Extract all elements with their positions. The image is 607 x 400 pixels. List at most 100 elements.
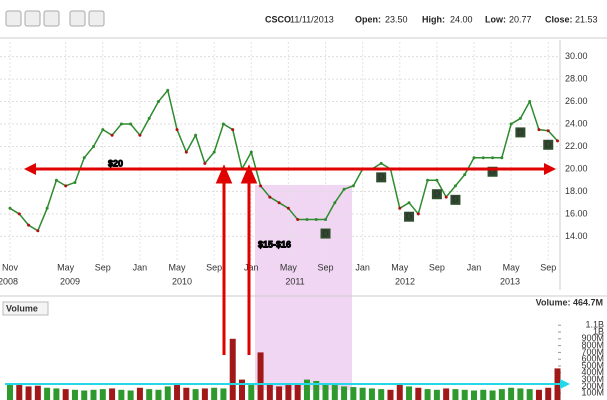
dividend-label: D [452,195,459,205]
volume-bar [331,385,338,400]
high-value: 24.00 [450,14,473,24]
volume-bar [53,388,60,400]
price-point [518,116,522,120]
x-tick-label: May [503,262,521,272]
dividend-marker [515,127,526,138]
x-tick-label: Jan [467,262,482,272]
dividend-marker [431,189,442,200]
x-tick-label: Nov [2,262,19,272]
volume-bar [266,383,273,400]
volume-bar [118,389,125,400]
dividend-marker [376,172,387,183]
draw-button[interactable] [24,10,41,27]
compare-button[interactable] [69,10,86,27]
toolbar-icons [5,10,105,27]
volume-bar [7,383,13,400]
y-tick-label: 30.00 [565,51,588,61]
y-tick-label: 16.00 [565,208,588,218]
x-tick-label: Jan [133,262,148,272]
volume-bar [396,383,403,400]
price-point [36,229,40,233]
x-tick-label: Sep [318,262,334,272]
year-label: 2012 [395,276,415,286]
x-tick-label: Sep [95,262,111,272]
price-point [453,184,457,188]
price-point [54,178,58,182]
volume-bar [294,383,301,400]
dividend-label: D [322,228,329,238]
x-tick-label: Sep [429,262,445,272]
dividend-label: D [545,140,552,150]
close-label: Close: [545,14,573,24]
y-tick-label: 1.1B [585,320,604,330]
volume-bar [183,387,190,400]
x-tick-label: May [391,262,409,272]
price-point [268,195,272,199]
y-tick-label: 800M [581,340,604,350]
volume-bar [257,352,264,400]
volume-bar [155,389,162,400]
volume-bar [517,388,524,400]
dividend-label: D [489,167,496,177]
year-label: 2008 [0,276,18,286]
volume-bar [378,389,385,400]
range-label: $15-$16 [258,239,291,249]
price-point [398,206,402,210]
dividend-marker [543,139,554,150]
highlight-region [255,185,352,390]
volume-bar [248,383,255,400]
price-point [17,212,21,216]
volume-bar [535,389,542,400]
y-tick-label: 400M [581,367,604,377]
volume-bar [387,389,394,400]
y-tick-label: 700M [581,347,604,357]
volume-bar [545,387,552,400]
y-tick-label: 20.00 [565,163,588,173]
price-point [333,201,337,205]
y-tick-label: 18.00 [565,186,588,196]
price-point [491,156,495,160]
volume-bar [489,390,496,400]
price-point [537,128,541,132]
volume-bar [285,385,292,400]
dividend-label: D [434,189,441,199]
volume-bar [71,389,78,400]
price-point [351,184,355,188]
volume-bar [452,389,459,400]
price-point [64,184,68,188]
price-point [231,128,235,132]
dividend-label: D [517,127,524,137]
volume-bar [211,387,218,400]
volume-bar [34,385,41,400]
price-point [509,122,513,126]
price-point [426,178,430,182]
y-tick-label: 28.00 [565,73,588,83]
price-point [129,122,133,126]
price-point [416,212,420,216]
volume-bar [146,389,153,400]
y-tick-label: 200M [581,381,604,391]
volume-current: Volume: 464.7M [536,297,603,307]
dividend-marker [487,166,498,177]
price-point [407,201,411,205]
price-point [249,150,253,154]
y-tick-label: 22.00 [565,141,588,151]
volume-bar [526,389,533,400]
x-tick-label: Jan [244,262,259,272]
price-point [194,133,198,137]
volume-bar [99,389,106,400]
price-point [324,218,328,222]
dividend-marker [404,211,415,222]
price-point [203,161,207,165]
volume-box[interactable] [2,301,49,316]
volume-bar [406,386,413,400]
arrow-head [24,162,36,175]
zoom-button[interactable] [5,10,22,27]
price-point [45,206,49,210]
print-button[interactable] [88,10,105,27]
y-tick-label: 500M [581,360,604,370]
volume-bar [350,387,357,400]
notes-button[interactable] [43,10,60,27]
arrow-head [544,162,556,175]
price-point [101,128,105,132]
